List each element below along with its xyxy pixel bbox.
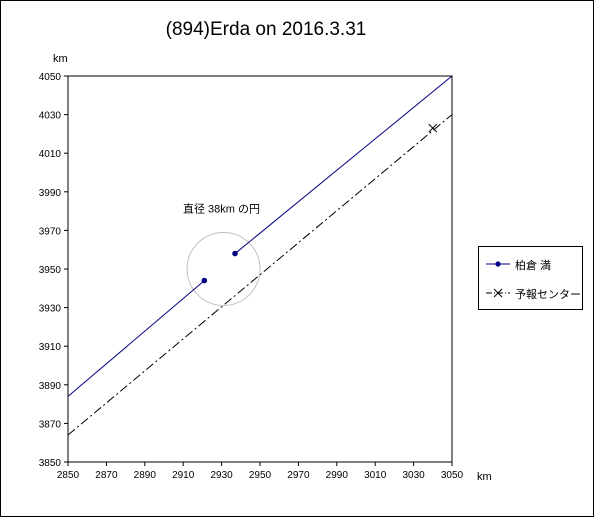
legend-swatch-dashdot-x: [486, 288, 510, 298]
y-tick-label: 3850: [39, 458, 62, 469]
observer-series-line: [234, 76, 452, 254]
circle-annotation-label: 直径 38km の円: [183, 202, 260, 216]
observer-series-line: [68, 280, 205, 397]
y-tick-label: 3910: [39, 342, 62, 353]
y-tick-label: 4010: [39, 149, 62, 160]
forecast-point: [428, 123, 438, 133]
diameter-circle: [186, 232, 261, 306]
forecast-series-line: [68, 114, 452, 436]
y-tick-label: 3950: [39, 265, 62, 276]
y-tick-label: 3870: [39, 419, 62, 430]
legend-label-kashiwakura: 柏倉 満: [515, 260, 552, 272]
observer-point: [201, 277, 208, 284]
x-tick-label: 3030: [402, 470, 425, 481]
x-axis-unit: km: [477, 471, 492, 483]
x-tick-label: 2990: [326, 470, 349, 481]
x-tick-label: 3050: [441, 470, 464, 481]
y-tick-label: 3930: [39, 304, 62, 315]
x-tick-label: 2850: [57, 470, 80, 481]
observer-point: [232, 250, 238, 257]
legend-swatch-solid-dot: [486, 261, 510, 267]
x-tick-label: 2870: [95, 470, 118, 481]
x-tick-label: 2930: [210, 470, 233, 481]
y-tick-label: 3970: [39, 226, 62, 237]
legend: 柏倉 満 予報センター: [478, 246, 583, 310]
legend-label-forecast: 予報センター: [515, 289, 581, 301]
legend-item-forecast: 予報センター: [479, 285, 582, 301]
x-tick-label: 2950: [249, 470, 272, 481]
y-axis-unit: km: [53, 53, 68, 65]
x-tick-label: 2910: [172, 470, 195, 481]
legend-item-kashiwakura: 柏倉 満: [479, 256, 582, 272]
y-tick-label: 3890: [39, 381, 62, 392]
x-tick-label: 2970: [287, 470, 310, 481]
x-tick-label: 2890: [134, 470, 157, 481]
y-tick-label: 4050: [39, 72, 62, 83]
x-tick-label: 3010: [364, 470, 387, 481]
y-tick-label: 4030: [39, 111, 62, 122]
chart-title: (894)Erda on 2016.3.31: [165, 19, 367, 40]
y-tick-label: 3990: [39, 188, 62, 199]
